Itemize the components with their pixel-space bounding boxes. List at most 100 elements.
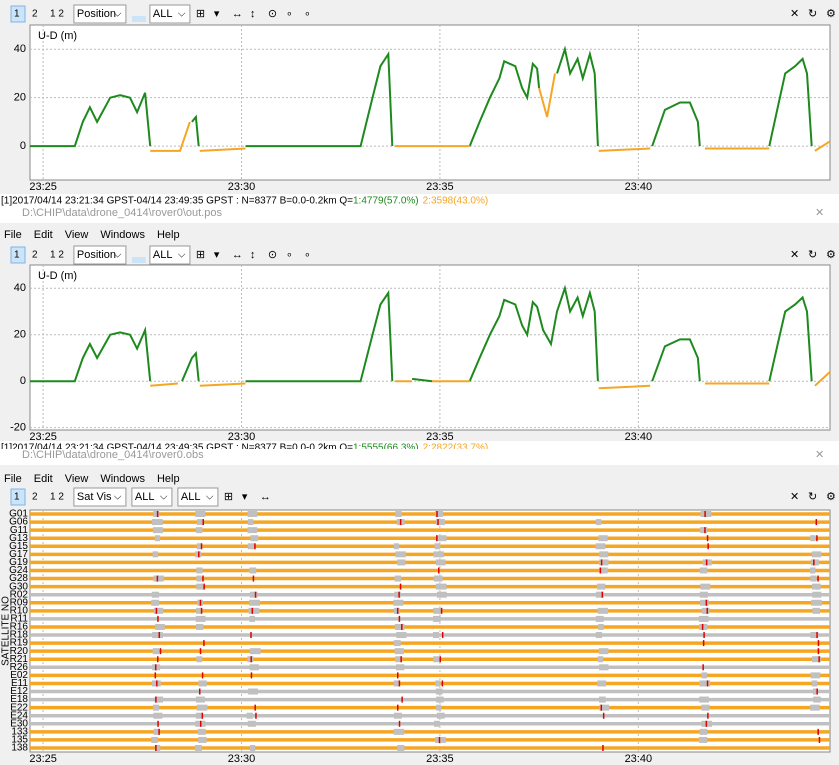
y-tick-label: 40 (14, 282, 26, 294)
toolbar-button[interactable]: 1 (14, 492, 20, 503)
combo-box[interactable] (149, 245, 191, 265)
slip-mark (250, 632, 252, 639)
tool-icon[interactable]: ✕ (790, 491, 799, 503)
x-tick-label: 23:35 (426, 431, 454, 443)
slip-box (433, 575, 443, 582)
slip-mark (202, 519, 204, 526)
slip-mark (159, 648, 162, 655)
toolbar-button[interactable]: 1 2 (50, 492, 64, 503)
slip-mark (155, 607, 158, 614)
toolbar-button[interactable]: 2 (32, 250, 38, 261)
tool-icon[interactable]: ✕ (790, 8, 799, 20)
tool-icon[interactable]: ▾ (214, 249, 220, 261)
toolbar-button[interactable]: 2 (32, 492, 38, 503)
tool-icon[interactable]: ⊙ (268, 8, 277, 20)
tool-icon[interactable]: ↻ (808, 8, 817, 20)
combo-box[interactable] (177, 487, 219, 507)
slip-mark (815, 519, 818, 526)
slip-box (154, 696, 164, 703)
status-q1: 1:4779(57.0%) (353, 196, 419, 207)
tool-icon[interactable]: ⊞ (196, 8, 205, 20)
slip-mark (203, 640, 205, 647)
slip-box (249, 599, 260, 606)
menu-item[interactable]: Windows (100, 229, 145, 241)
slip-mark (601, 591, 604, 598)
combo-text: ALL (181, 491, 201, 503)
menu-item[interactable]: Help (157, 229, 180, 241)
satellite-label: R19 (10, 638, 29, 649)
slip-mark (436, 511, 438, 517)
tool-icon[interactable]: ∘ (286, 249, 293, 261)
tool-icon[interactable]: ↔ (232, 8, 243, 20)
toolbar-button[interactable]: 1 2 (50, 250, 64, 261)
slip-box (196, 575, 202, 582)
toolbar-button[interactable]: 1 2 (50, 9, 64, 20)
slip-box (196, 543, 203, 550)
menu-item[interactable]: Edit (34, 229, 53, 241)
tool-icon[interactable]: ▾ (242, 491, 248, 503)
slip-box (595, 632, 603, 639)
toolbar-button[interactable]: 2 (32, 9, 38, 20)
slip-mark (251, 607, 254, 614)
tool-icon[interactable]: ⊙ (268, 249, 277, 261)
menu-item[interactable]: Windows (100, 473, 145, 485)
slip-box (699, 696, 709, 703)
toolbar-button[interactable]: 1 (14, 250, 20, 261)
slip-box (595, 615, 604, 622)
tool-icon[interactable]: ⚙ (826, 8, 836, 20)
combo-box[interactable] (73, 487, 127, 507)
slip-mark (602, 745, 604, 751)
slip-mark (155, 745, 157, 751)
satellite-label: 138 (11, 743, 28, 754)
menu-item[interactable]: Edit (34, 473, 53, 485)
slip-box (434, 736, 446, 743)
slip-box (247, 656, 254, 663)
tool-icon[interactable]: ↔ (232, 249, 243, 261)
satellite-label: 133 (11, 727, 28, 738)
tool-icon[interactable]: ⊞ (196, 249, 205, 261)
tool-icon[interactable]: ⚙ (826, 491, 836, 503)
tool-icon[interactable]: ⊞ (224, 491, 233, 503)
tool-icon[interactable]: ∘ (304, 8, 311, 20)
menu-item[interactable]: View (65, 229, 89, 241)
slip-box (433, 551, 444, 558)
slip-mark (439, 656, 441, 663)
y-axis-label: U-D (m) (38, 270, 77, 282)
tool-icon[interactable]: ∘ (286, 8, 293, 20)
combo-box[interactable] (131, 487, 173, 507)
tool-icon[interactable]: ∘ (304, 249, 311, 261)
satellite-label: E18 (10, 694, 28, 705)
slip-box (701, 607, 710, 614)
combo-box[interactable] (73, 4, 127, 24)
tool-icon[interactable]: ✕ (790, 249, 799, 261)
tool-icon[interactable]: ↕ (250, 249, 256, 261)
menu-item[interactable]: Help (157, 473, 180, 485)
menu-item[interactable]: File (4, 473, 22, 485)
tool-icon[interactable]: ⚙ (826, 249, 836, 261)
x-tick-label: 23:25 (29, 753, 57, 765)
menu-item[interactable]: View (65, 473, 89, 485)
status-q2: 2:3598(43.0%) (423, 196, 489, 207)
slip-box (811, 551, 822, 558)
tool-icon[interactable]: ↔ (260, 491, 271, 503)
slip-box (810, 567, 816, 574)
slip-mark (705, 559, 708, 566)
tool-icon[interactable]: ↕ (250, 8, 256, 20)
slip-box (197, 519, 205, 526)
slip-mark (156, 575, 159, 582)
toolbar-button[interactable]: 1 (14, 9, 20, 20)
slip-box (151, 599, 160, 606)
tool-icon[interactable]: ▾ (214, 8, 220, 20)
combo-box[interactable] (73, 245, 127, 265)
satellite-label: R18 (10, 630, 29, 641)
series-line (30, 45, 813, 148)
x-tick-label: 23:40 (625, 753, 653, 765)
slip-box (247, 519, 254, 526)
tool-icon[interactable]: ↻ (808, 491, 817, 503)
satellite-label: G30 (9, 581, 28, 592)
menu-item[interactable]: File (4, 229, 22, 241)
combo-box[interactable] (149, 4, 191, 24)
satellite-label: G06 (9, 517, 28, 528)
tool-icon[interactable]: ↻ (808, 249, 817, 261)
slip-box (701, 672, 708, 679)
